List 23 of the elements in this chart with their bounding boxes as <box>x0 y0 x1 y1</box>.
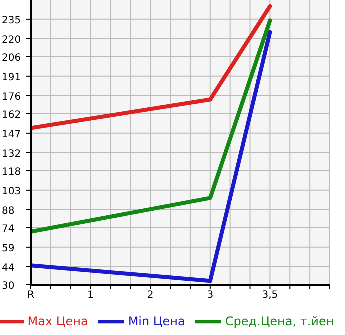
y-tick-label: 88 <box>2 206 15 217</box>
x-tick-label: 3,5 <box>262 290 278 302</box>
legend-label: Max Цена <box>28 314 88 328</box>
x-tick-label: 2 <box>147 290 154 302</box>
y-tick-label: 176 <box>2 92 22 103</box>
y-tick-label: 206 <box>2 53 22 64</box>
y-tick-label: 162 <box>2 110 22 121</box>
x-tick-label: 1 <box>88 290 94 302</box>
x-tick-label: R <box>28 290 35 302</box>
y-tick-label: 118 <box>2 167 22 178</box>
y-tick-label: 147 <box>2 129 22 140</box>
y-tick-label: 74 <box>2 224 15 235</box>
y-tick-label: 30 <box>2 281 15 292</box>
y-tick-label: 103 <box>2 186 22 198</box>
y-tick-label: 220 <box>2 34 22 46</box>
y-tick-label: 191 <box>2 72 22 84</box>
x-tick-label: 3 <box>207 290 214 302</box>
y-tick-label: 132 <box>2 148 22 160</box>
legend-label: Сред.Цена, т.йен <box>225 314 334 328</box>
y-tick-label: 235 <box>2 15 22 26</box>
y-tick-label: 59 <box>2 243 15 254</box>
y-tick-label: 44 <box>2 262 15 274</box>
legend-label: Min Цена <box>128 314 186 328</box>
